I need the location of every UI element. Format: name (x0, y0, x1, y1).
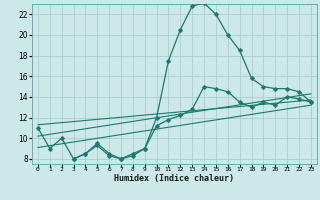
X-axis label: Humidex (Indice chaleur): Humidex (Indice chaleur) (115, 174, 234, 183)
